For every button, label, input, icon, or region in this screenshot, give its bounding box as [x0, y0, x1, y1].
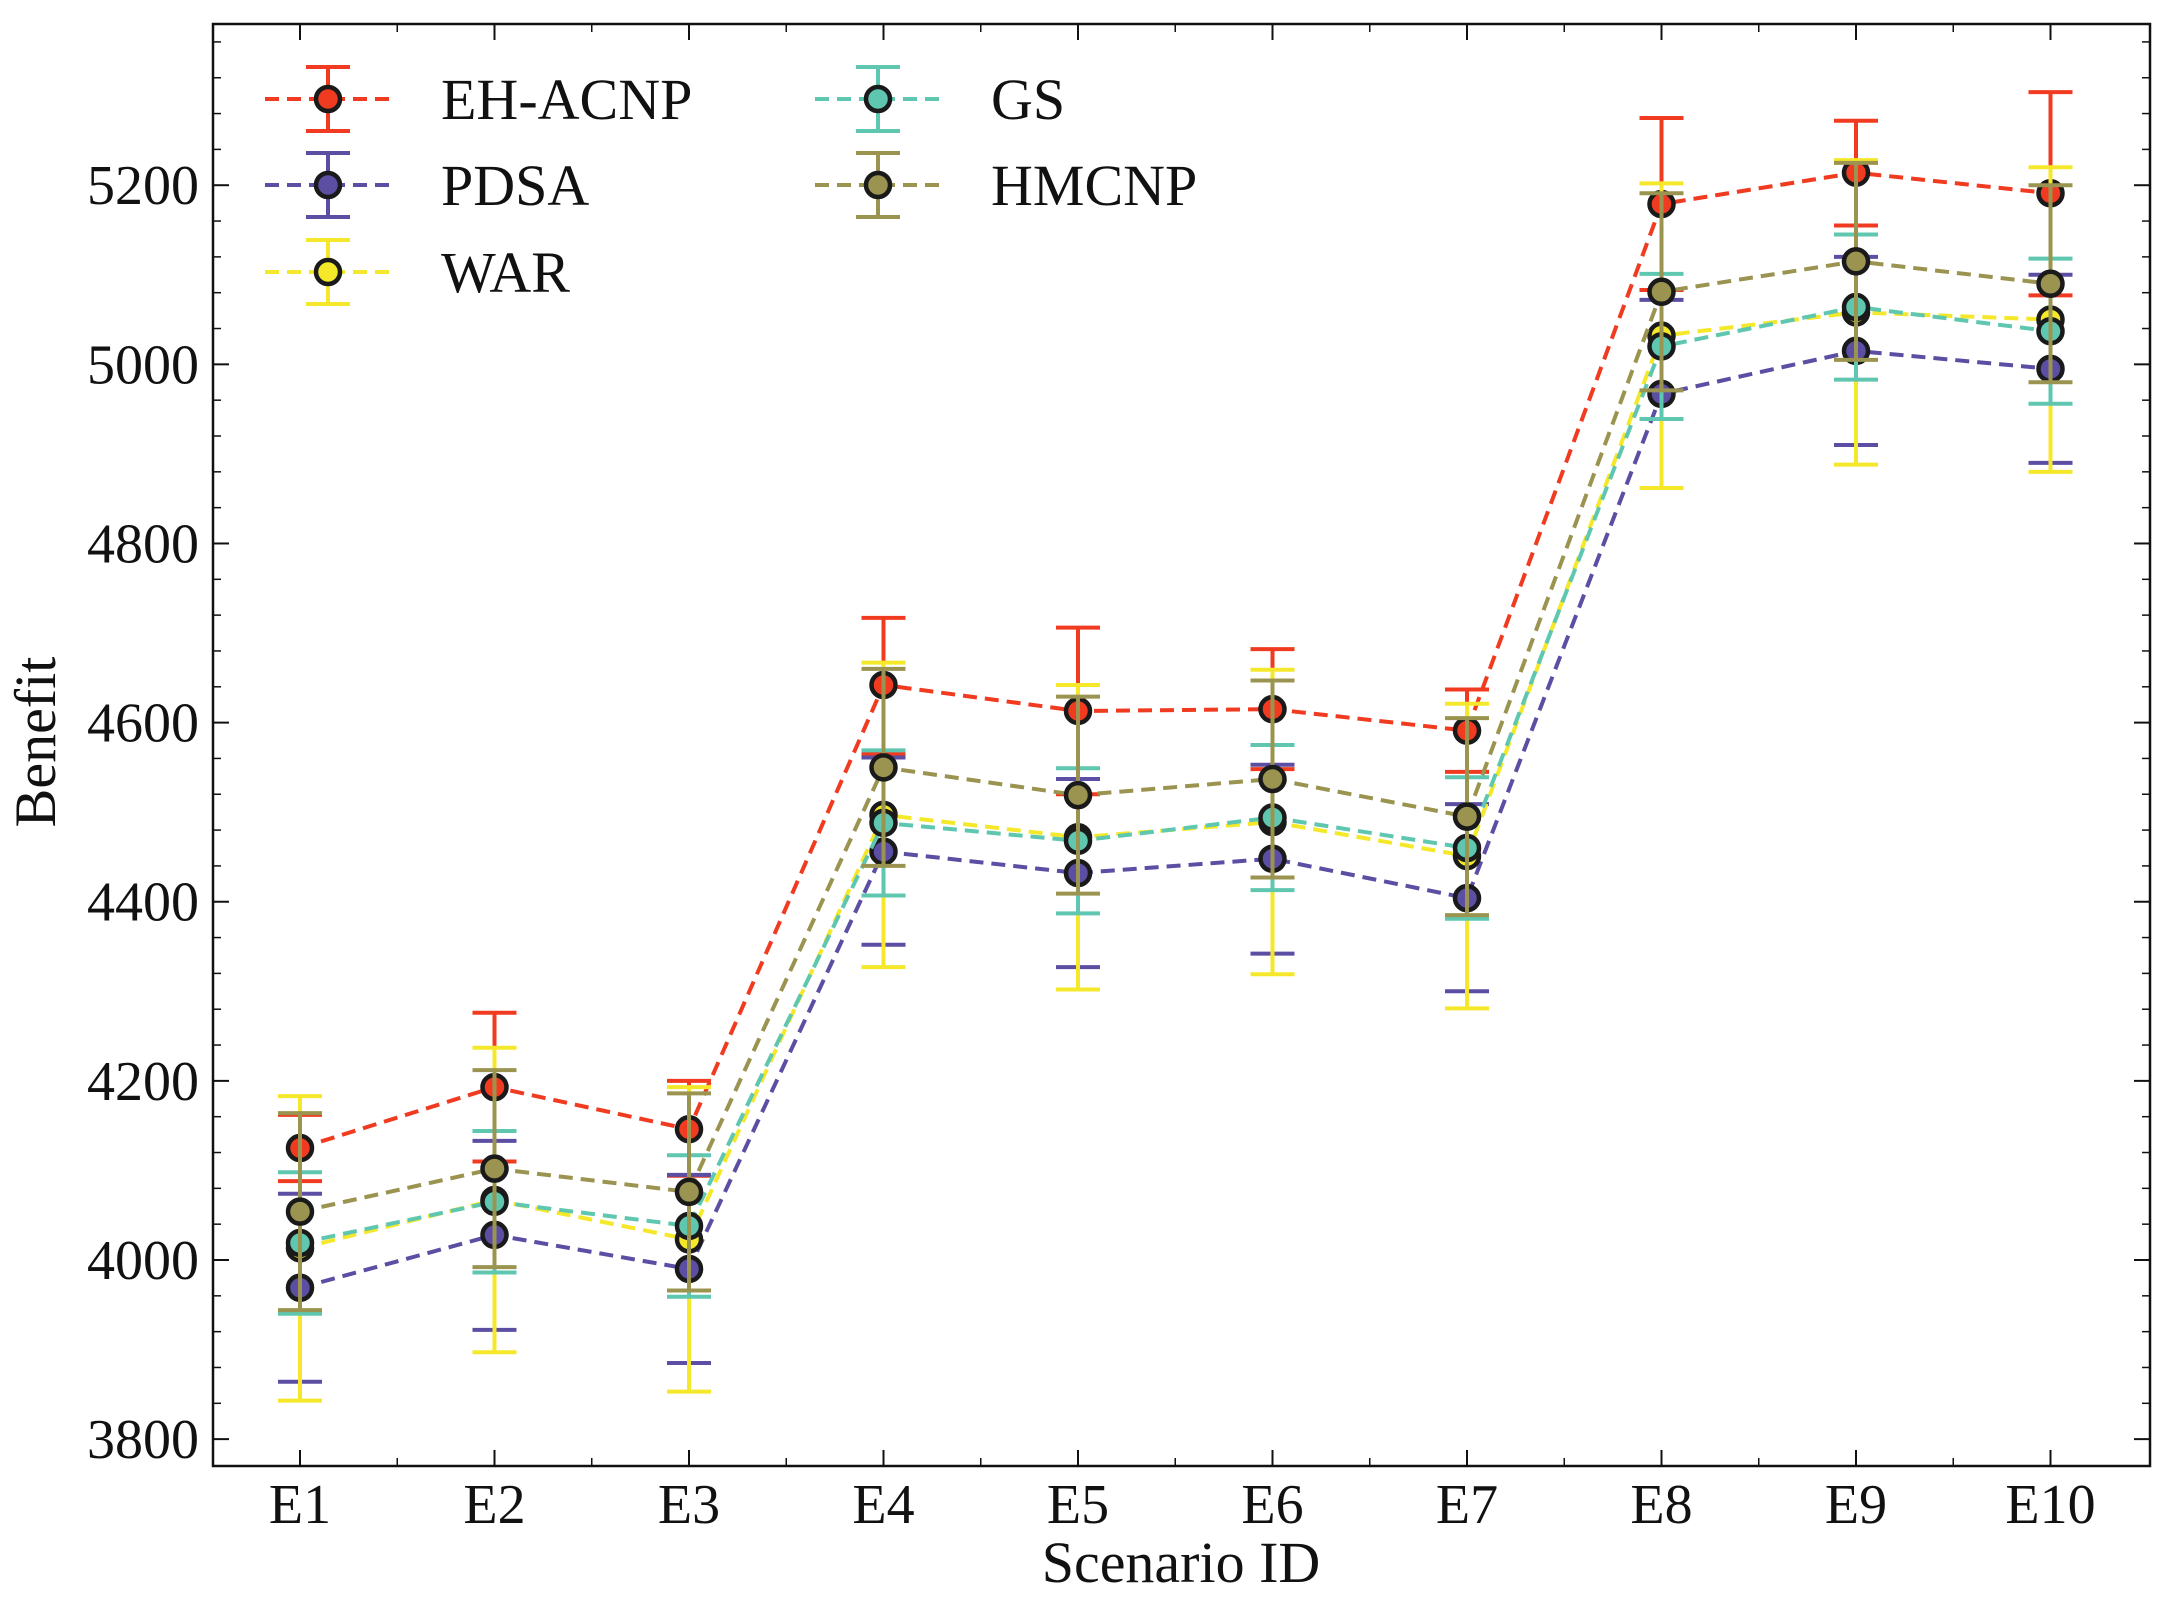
- y-tick-label-4600: 4600: [87, 693, 199, 755]
- legend-marker-hmcnp: [863, 170, 893, 200]
- x-tick-label-E6: E6: [1241, 1474, 1303, 1536]
- legend-item-eh-acnp: EH-ACNP: [265, 65, 692, 133]
- x-tick-label-E3: E3: [658, 1474, 720, 1536]
- plot-layer: [278, 90, 2073, 1403]
- x-tick-label-E4: E4: [852, 1474, 914, 1536]
- data-point-hmcnp-E10: [2036, 269, 2065, 298]
- legend-label-war: WAR: [441, 240, 570, 305]
- series-line-hmcnp: [299, 259, 2051, 1214]
- legend-marker-war: [313, 257, 343, 287]
- x-axis-title: Scenario ID: [1042, 1530, 1321, 1595]
- legend-item-war: WAR: [265, 238, 570, 306]
- data-point-hmcnp-E9: [1841, 247, 1871, 276]
- legend-item-hmcnp: HMCNP: [815, 151, 1197, 219]
- y-tick-label-3800: 3800: [87, 1409, 199, 1471]
- legend-marker-eh-acnp: [313, 84, 343, 114]
- data-point-hmcnp-E3: [674, 1177, 704, 1207]
- series-line-gs: [299, 305, 2051, 1245]
- series-line-pdsa: [299, 348, 2051, 1290]
- data-point-hmcnp-E8: [1647, 277, 1676, 307]
- x-tick-label-E10: E10: [2005, 1474, 2095, 1536]
- data-point-hmcnp-E4: [869, 753, 898, 782]
- series-hmcnp: [278, 160, 2073, 1313]
- legend: EH-ACNP PDSA WAR GS HMCNP: [265, 65, 1197, 306]
- legend-label-eh-acnp: EH-ACNP: [441, 67, 692, 132]
- legend-marker-gs: [863, 84, 893, 114]
- plot-frame: [211, 22, 2152, 1468]
- legend-label-gs: GS: [991, 67, 1065, 132]
- axis-layer: E1 E2 E3 E4 E5 E6 E7 E8 E9 E10 3800 4000 4200 4400 460…: [87, 22, 2152, 1536]
- legend-marker-pdsa: [313, 170, 343, 200]
- legend-label-pdsa: PDSA: [441, 153, 589, 218]
- data-point-hmcnp-E2: [480, 1154, 509, 1183]
- y-axis-title: Benefit: [3, 657, 68, 828]
- x-tick-label-E5: E5: [1047, 1474, 1109, 1536]
- series-line-eh-acnp: [299, 170, 2051, 1150]
- y-tick-label-5200: 5200: [87, 155, 199, 217]
- x-tick-label-E7: E7: [1436, 1474, 1498, 1536]
- x-tick-label-E9: E9: [1825, 1474, 1887, 1536]
- data-point-hmcnp-E5: [1063, 780, 1093, 810]
- legend-label-hmcnp: HMCNP: [991, 153, 1197, 218]
- y-tick-label-4200: 4200: [87, 1051, 199, 1113]
- y-tick-label-5000: 5000: [87, 334, 199, 396]
- data-point-hmcnp-E7: [1452, 802, 1482, 831]
- series-line-war: [299, 310, 2051, 1251]
- legend-item-gs: GS: [815, 65, 1065, 133]
- y-tick-label-4800: 4800: [87, 513, 199, 575]
- x-tick-label-E1: E1: [269, 1474, 331, 1536]
- legend-item-pdsa: PDSA: [265, 151, 589, 219]
- y-tick-label-4000: 4000: [87, 1230, 199, 1292]
- y-tick-label-4400: 4400: [87, 872, 199, 934]
- data-point-hmcnp-E1: [285, 1197, 315, 1226]
- x-tick-label-E8: E8: [1630, 1474, 1692, 1536]
- data-point-hmcnp-E6: [1258, 764, 1287, 794]
- x-tick-label-E2: E2: [463, 1474, 525, 1536]
